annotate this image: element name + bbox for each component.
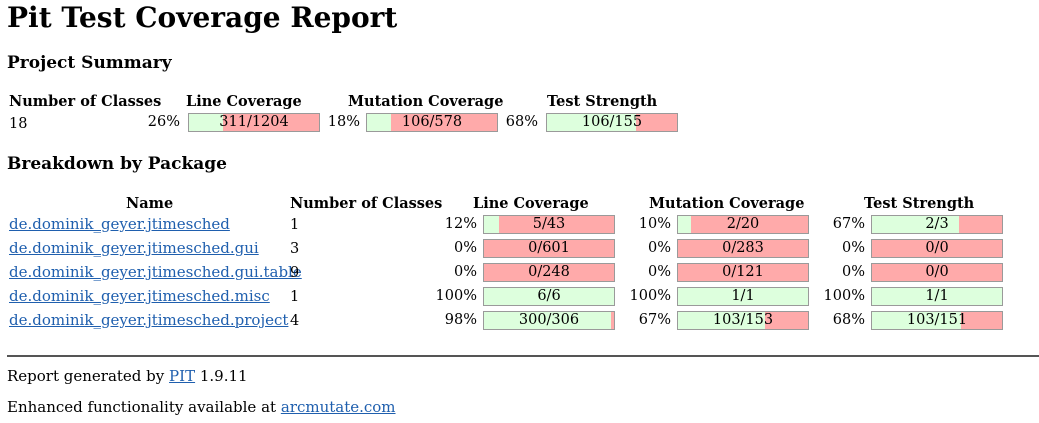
test-strength-bar: 103/151 xyxy=(871,311,1003,330)
package-link[interactable]: de.dominik_geyer.jtimesched.misc xyxy=(9,287,270,305)
coverage-bar-label: 0/283 xyxy=(722,240,764,256)
arcmutate-link[interactable]: arcmutate.com xyxy=(280,398,396,416)
coverage-fill xyxy=(872,288,1002,305)
package-link[interactable]: de.dominik_geyer.jtimesched.gui xyxy=(9,239,259,257)
coverage-bar-label: 106/155 xyxy=(581,114,643,130)
package-link[interactable]: de.dominik_geyer.jtimesched.gui.table xyxy=(9,263,302,281)
test-strength-bar: 1/1 xyxy=(871,287,1003,306)
strength-percent: 0% xyxy=(841,240,865,256)
line-percent: 98% xyxy=(444,312,477,328)
package-link[interactable]: de.dominik_geyer.jtimesched.project xyxy=(9,311,289,329)
coverage-fill xyxy=(484,288,614,305)
coverage-bar-label: 106/578 xyxy=(401,114,463,130)
line-coverage-bar: 5/43 xyxy=(483,215,615,234)
strength-percent: 100% xyxy=(823,288,865,304)
line-coverage-bar: 0/601 xyxy=(483,239,615,258)
mutation-percent: 67% xyxy=(638,312,671,328)
mutation-percent: 100% xyxy=(629,288,671,304)
coverage-fill xyxy=(547,114,636,131)
test-strength-bar: 0/0 xyxy=(871,263,1003,282)
package-number-of-classes: 4 xyxy=(290,313,300,329)
enhanced-functionality-text: Enhanced functionality available at xyxy=(7,398,277,416)
enhanced-functionality-line: Enhanced functionality available at arcm… xyxy=(7,398,396,416)
mutation-coverage-bar: 2/20 xyxy=(677,215,809,234)
pit-link[interactable]: PIT xyxy=(169,367,196,385)
coverage-fill xyxy=(367,114,391,131)
test-strength-bar: 2/3 xyxy=(871,215,1003,234)
mutation-percent: 0% xyxy=(647,240,671,256)
generated-by-line: Report generated by PIT 1.9.11 xyxy=(7,367,248,385)
coverage-bar-label: 0/601 xyxy=(528,240,570,256)
mutation-coverage-bar: 0/283 xyxy=(677,239,809,258)
breakdown-header-mutation: Mutation Coverage xyxy=(649,195,805,212)
mutation-percent: 0% xyxy=(647,264,671,280)
test-strength-bar: 0/0 xyxy=(871,239,1003,258)
coverage-fill xyxy=(678,288,808,305)
package-number-of-classes: 9 xyxy=(290,265,300,281)
summary-test-strength-bar: 106/155 xyxy=(546,113,678,132)
breakdown-header-line: Line Coverage xyxy=(473,195,589,212)
package-number-of-classes: 3 xyxy=(290,241,300,257)
coverage-bar-label: 2/20 xyxy=(726,216,760,232)
line-percent: 0% xyxy=(453,240,477,256)
footer-divider xyxy=(7,355,1039,357)
package-number-of-classes: 1 xyxy=(290,217,300,233)
coverage-bar-label: 103/153 xyxy=(712,312,774,328)
package-number-of-classes: 1 xyxy=(290,289,300,305)
summary-header-strength: Test Strength xyxy=(547,93,658,110)
breakdown-header-name: Name xyxy=(126,195,174,212)
coverage-bar-label: 6/6 xyxy=(537,288,561,304)
coverage-bar-label: 1/1 xyxy=(925,288,949,304)
summary-mutation-coverage-bar: 106/578 xyxy=(366,113,498,132)
package-link[interactable]: de.dominik_geyer.jtimesched xyxy=(9,215,230,233)
summary-header-mutation: Mutation Coverage xyxy=(348,93,504,110)
mutation-coverage-bar: 103/153 xyxy=(677,311,809,330)
coverage-bar-label: 0/121 xyxy=(722,264,764,280)
summary-strength-percent: 68% xyxy=(505,114,538,130)
coverage-bar-label: 103/151 xyxy=(906,312,968,328)
page-title: Pit Test Coverage Report xyxy=(7,1,398,34)
coverage-bar-label: 0/0 xyxy=(925,264,949,280)
mutation-coverage-bar: 1/1 xyxy=(677,287,809,306)
strength-percent: 68% xyxy=(832,312,865,328)
breakdown-header-classes: Number of Classes xyxy=(290,195,443,212)
summary-header-classes: Number of Classes xyxy=(9,93,162,110)
line-percent: 100% xyxy=(435,288,477,304)
strength-percent: 0% xyxy=(841,264,865,280)
line-percent: 0% xyxy=(453,264,477,280)
line-percent: 12% xyxy=(444,216,477,232)
summary-mutation-percent: 18% xyxy=(327,114,360,130)
coverage-bar-label: 311/1204 xyxy=(219,114,289,130)
line-coverage-bar: 0/248 xyxy=(483,263,615,282)
coverage-bar-label: 0/0 xyxy=(925,240,949,256)
coverage-fill xyxy=(484,216,500,233)
line-coverage-bar: 300/306 xyxy=(483,311,615,330)
coverage-fill xyxy=(678,312,766,329)
summary-number-of-classes: 18 xyxy=(9,116,28,132)
summary-line-percent: 26% xyxy=(147,114,180,130)
line-coverage-bar: 6/6 xyxy=(483,287,615,306)
summary-line-coverage-bar: 311/1204 xyxy=(188,113,320,132)
coverage-bar-label: 0/248 xyxy=(528,264,570,280)
mutation-coverage-bar: 0/121 xyxy=(677,263,809,282)
coverage-bar-label: 1/1 xyxy=(731,288,755,304)
coverage-fill xyxy=(872,216,959,233)
breakdown-heading: Breakdown by Package xyxy=(7,154,227,174)
strength-percent: 67% xyxy=(832,216,865,232)
coverage-bar-label: 5/43 xyxy=(532,216,566,232)
generated-by-text: Report generated by xyxy=(7,367,165,385)
breakdown-header-strength: Test Strength xyxy=(864,195,975,212)
coverage-bar-label: 2/3 xyxy=(925,216,949,232)
coverage-fill xyxy=(678,216,691,233)
coverage-bar-label: 300/306 xyxy=(518,312,580,328)
pit-version: 1.9.11 xyxy=(199,367,248,385)
summary-header-line: Line Coverage xyxy=(186,93,302,110)
mutation-percent: 10% xyxy=(638,216,671,232)
coverage-fill xyxy=(872,312,961,329)
coverage-fill xyxy=(189,114,223,131)
coverage-fill xyxy=(484,312,612,329)
project-summary-heading: Project Summary xyxy=(7,53,172,73)
